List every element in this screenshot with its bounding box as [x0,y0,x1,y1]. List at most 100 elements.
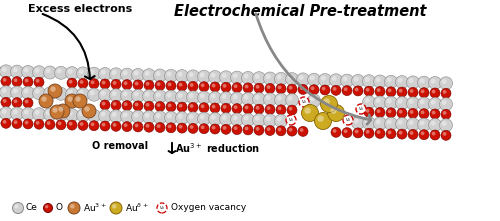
Circle shape [265,84,275,93]
Circle shape [112,70,116,75]
Circle shape [410,89,414,93]
Circle shape [24,121,28,124]
Circle shape [210,115,216,120]
Circle shape [68,69,72,74]
Circle shape [308,73,320,86]
Circle shape [10,86,24,99]
Circle shape [142,111,156,124]
Circle shape [388,88,392,92]
Circle shape [144,122,154,132]
Circle shape [134,124,138,127]
Circle shape [398,78,402,83]
Circle shape [144,71,150,76]
Text: Au$^{3+}$: Au$^{3+}$ [83,202,107,214]
Circle shape [156,124,160,128]
Circle shape [88,67,101,80]
Circle shape [430,88,440,98]
Circle shape [264,114,276,127]
Circle shape [362,117,376,130]
Circle shape [1,118,11,128]
Text: O: O [55,204,62,213]
Circle shape [252,114,266,127]
Circle shape [212,84,216,88]
Circle shape [364,98,370,103]
Circle shape [210,94,216,99]
Circle shape [112,102,116,106]
Circle shape [190,83,194,87]
Circle shape [320,85,330,95]
Circle shape [76,96,80,102]
Circle shape [198,91,210,104]
Circle shape [254,104,264,114]
Circle shape [48,84,62,98]
Circle shape [80,122,84,126]
Circle shape [67,120,77,130]
Circle shape [408,99,414,104]
Circle shape [364,86,374,96]
Circle shape [100,100,110,110]
Circle shape [430,100,436,105]
Circle shape [22,107,35,120]
Circle shape [397,87,407,97]
Circle shape [266,74,270,79]
Circle shape [177,123,187,133]
Circle shape [122,91,128,96]
Text: Au$^{3+}$ reduction: Au$^{3+}$ reduction [175,141,260,155]
Circle shape [430,130,440,140]
Circle shape [300,86,304,90]
Circle shape [90,69,94,74]
Circle shape [166,114,172,118]
Circle shape [24,79,28,82]
Circle shape [221,82,231,92]
Circle shape [286,73,298,86]
Circle shape [186,112,200,125]
Circle shape [384,96,398,109]
Circle shape [178,104,182,108]
Circle shape [288,128,292,131]
Circle shape [178,83,182,87]
Circle shape [176,70,188,83]
Circle shape [288,86,292,90]
Circle shape [144,92,150,97]
Circle shape [428,97,442,110]
Circle shape [408,87,418,97]
Circle shape [362,96,376,109]
Circle shape [232,73,237,78]
Circle shape [112,91,116,96]
Circle shape [222,94,226,99]
Circle shape [344,87,347,91]
Circle shape [332,129,336,133]
Circle shape [122,112,128,117]
Circle shape [122,101,132,110]
Circle shape [298,126,308,136]
Circle shape [124,102,128,106]
Circle shape [120,68,134,81]
Circle shape [276,105,286,115]
Circle shape [308,94,320,107]
Circle shape [124,123,128,127]
Circle shape [352,74,364,87]
Circle shape [406,76,420,89]
Circle shape [220,71,232,84]
Circle shape [157,203,167,213]
Circle shape [56,120,66,130]
Circle shape [76,67,90,80]
Circle shape [88,88,101,101]
Circle shape [320,76,326,81]
Circle shape [354,130,358,133]
Circle shape [14,204,18,209]
Circle shape [122,70,128,75]
Circle shape [146,103,150,107]
Circle shape [274,114,287,127]
Circle shape [199,124,209,134]
Circle shape [274,72,287,85]
Circle shape [408,78,414,83]
Circle shape [352,116,364,130]
Circle shape [10,65,24,78]
Circle shape [364,119,370,124]
Circle shape [430,109,440,119]
Circle shape [304,107,311,114]
Circle shape [242,92,254,105]
Circle shape [168,82,172,86]
Circle shape [188,114,194,119]
